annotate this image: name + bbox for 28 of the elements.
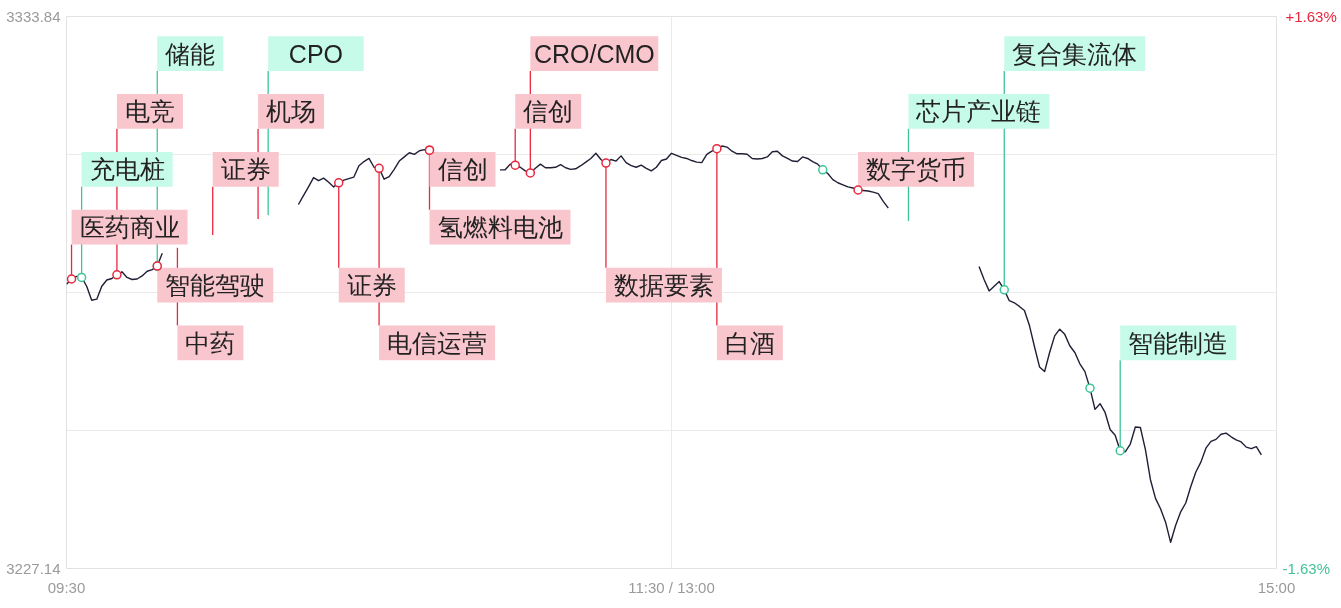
x-tick-label: 15:00: [1257, 578, 1296, 596]
data-label: 储能: [165, 39, 216, 68]
y-tick-label: 3333.84: [6, 7, 61, 25]
text: 证券: [220, 155, 271, 184]
y2-tick-label: -1.63%: [1282, 560, 1331, 577]
data-label: 信创: [523, 97, 574, 126]
text: 中药: [185, 328, 236, 357]
x-tick-label: 09:30: [47, 578, 86, 596]
data-label: 医药商业: [79, 213, 180, 242]
data-label: 数字货币: [866, 155, 967, 184]
text: CPO: [288, 39, 344, 68]
data-label: 电竞: [124, 97, 175, 126]
data-label: 数据要素: [613, 271, 714, 300]
data-label: 白酒: [724, 328, 775, 357]
data-label: 充电桩: [89, 155, 165, 184]
text: 芯片产业链: [916, 97, 1042, 126]
data-label: 复合集流体: [1012, 39, 1138, 68]
data-label: 证券: [346, 271, 397, 300]
data-label: 氢燃料电池: [437, 213, 563, 242]
data-label: 电信运营: [387, 328, 488, 357]
data-label: 智能制造: [1128, 328, 1229, 357]
text: 机场: [266, 97, 317, 126]
data-label: 智能驾驶: [165, 271, 266, 300]
data-label: 信创: [437, 155, 488, 184]
data-label: CRO/CMO: [533, 39, 655, 68]
x-tick-label: 11:30 / 13:00: [628, 578, 715, 596]
y-tick-label: 3227.14: [6, 559, 61, 577]
y2-tick-label: +1.63%: [1285, 8, 1337, 25]
